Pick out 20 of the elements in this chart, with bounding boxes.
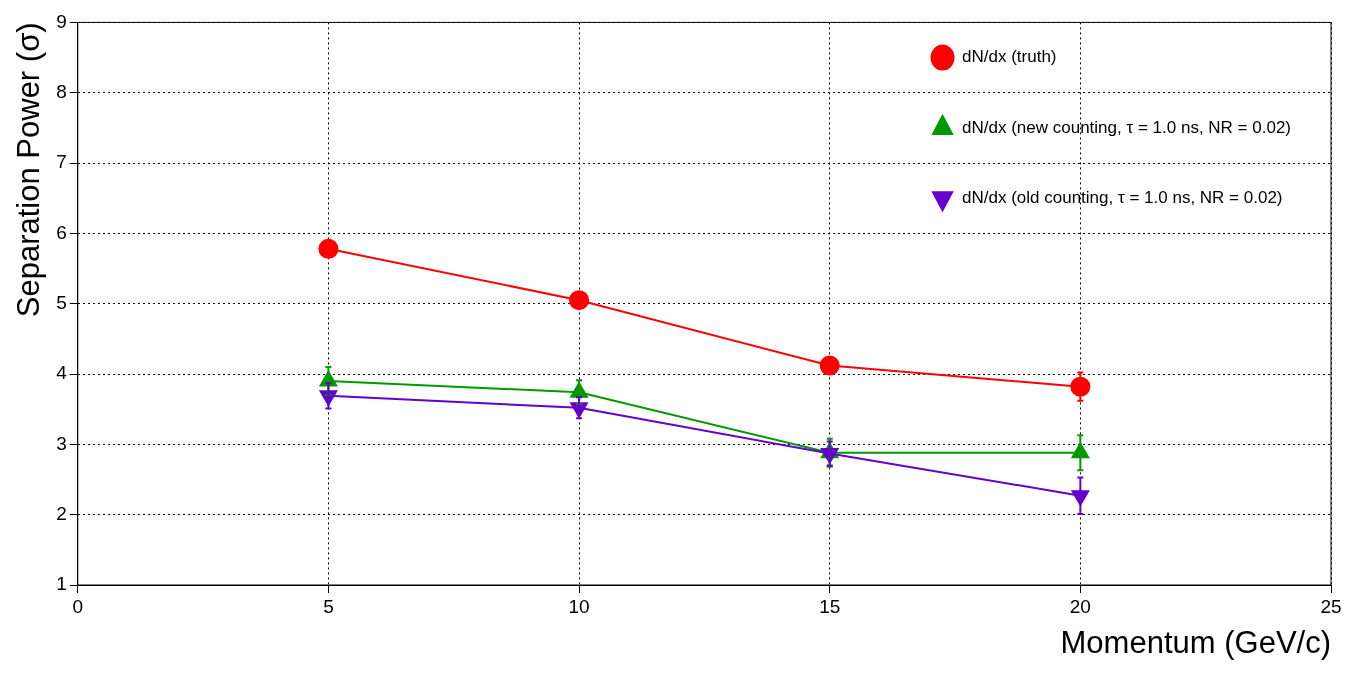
y-tick-label: 9: [56, 10, 67, 32]
legend-label: dN/dx (old counting, τ = 1.0 ns, NR = 0.02): [962, 187, 1283, 207]
legend-label: dN/dx (new counting, τ = 1.0 ns, NR = 0.02): [962, 117, 1292, 137]
y-tick-label: 3: [56, 432, 67, 454]
y-tick-label: 1: [56, 573, 67, 595]
y-tick-label: 8: [56, 80, 67, 102]
y-tick-label: 4: [56, 362, 68, 384]
x-tick-label: 0: [72, 595, 84, 617]
legend-label: dN/dx (truth): [962, 47, 1057, 67]
x-tick-label: 25: [1320, 595, 1342, 617]
y-tick-label: 5: [56, 291, 67, 313]
x-tick-label: 15: [819, 595, 841, 617]
y-tick-label: 2: [56, 502, 67, 524]
y-tick-label: 7: [56, 151, 67, 173]
y-axis-title: Separation Power (σ): [11, 22, 47, 318]
x-tick-label: 10: [568, 595, 590, 617]
x-tick-label: 20: [1069, 595, 1091, 617]
y-tick-label: 6: [56, 221, 67, 243]
x-axis-title: Momentum (GeV/c): [1060, 624, 1331, 660]
x-tick-label: 5: [323, 595, 334, 617]
